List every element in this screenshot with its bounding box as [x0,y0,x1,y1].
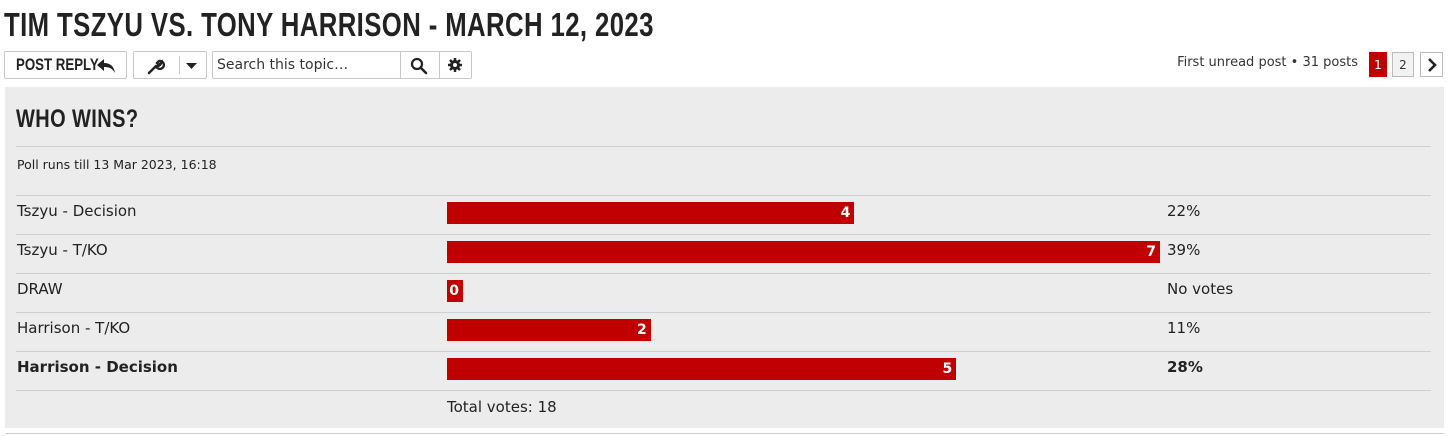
total-votes: Total votes: 18 [447,398,557,416]
vote-bar: 5 [447,358,957,380]
vote-bar: 4 [447,202,855,224]
next-page-button[interactable] [1420,52,1443,77]
wrench-icon [147,59,165,75]
option-percent: No votes [1167,280,1234,298]
option-percent: 22% [1167,202,1201,220]
divider [179,56,180,74]
divider [439,52,440,78]
poll-title: WHO WINS? [16,105,139,133]
search-placeholder: Search this topic… [217,57,349,73]
post-count: 31 posts [1302,55,1358,70]
reply-icon [97,59,115,73]
divider [16,273,1431,274]
vote-count: 5 [942,361,953,377]
option-label: Harrison - T/KO [17,319,131,337]
divider [16,195,1431,196]
tools-button[interactable] [133,51,207,79]
caret-icon [186,63,197,69]
post-reply-button[interactable]: POST REPLY [4,51,127,79]
gear-icon[interactable] [447,57,463,73]
vote-bar: 2 [447,319,651,341]
option-label: Harrison - Decision [17,358,178,376]
option-label: DRAW [17,280,63,298]
divider [16,312,1431,313]
search-icon[interactable] [410,57,428,75]
page-button[interactable]: 1 [1369,52,1387,77]
divider [5,433,1444,434]
post-reply-label: POST REPLY [16,55,99,74]
vote-count: 0 [449,283,459,299]
topic-title: TIM TSZYU VS. TONY HARRISON - MARCH 12, … [4,6,654,43]
poll-end: Poll runs till 13 Mar 2023, 16:18 [17,157,217,172]
option-percent: 39% [1167,241,1201,259]
first-unread-link[interactable]: First unread post [1177,55,1287,70]
vote-bar: 0 [447,280,463,302]
divider [16,146,1431,147]
option-label: Tszyu - Decision [17,202,137,220]
next-icon [1427,57,1437,72]
vote-count: 4 [840,205,851,221]
page-button[interactable]: 2 [1392,52,1414,77]
separator: • [1290,55,1299,70]
vote-count: 2 [636,322,647,338]
pagination-info: First unread post • 31 posts [1177,55,1358,70]
option-percent: 11% [1167,319,1201,337]
option-percent: 28% [1167,358,1203,376]
divider [400,52,401,78]
divider [16,351,1431,352]
search-box[interactable]: Search this topic… [212,51,472,79]
divider [16,234,1431,235]
divider [16,390,1431,391]
option-label: Tszyu - T/KO [17,241,108,259]
vote-bar: 7 [447,241,1160,263]
vote-count: 7 [1146,244,1156,260]
